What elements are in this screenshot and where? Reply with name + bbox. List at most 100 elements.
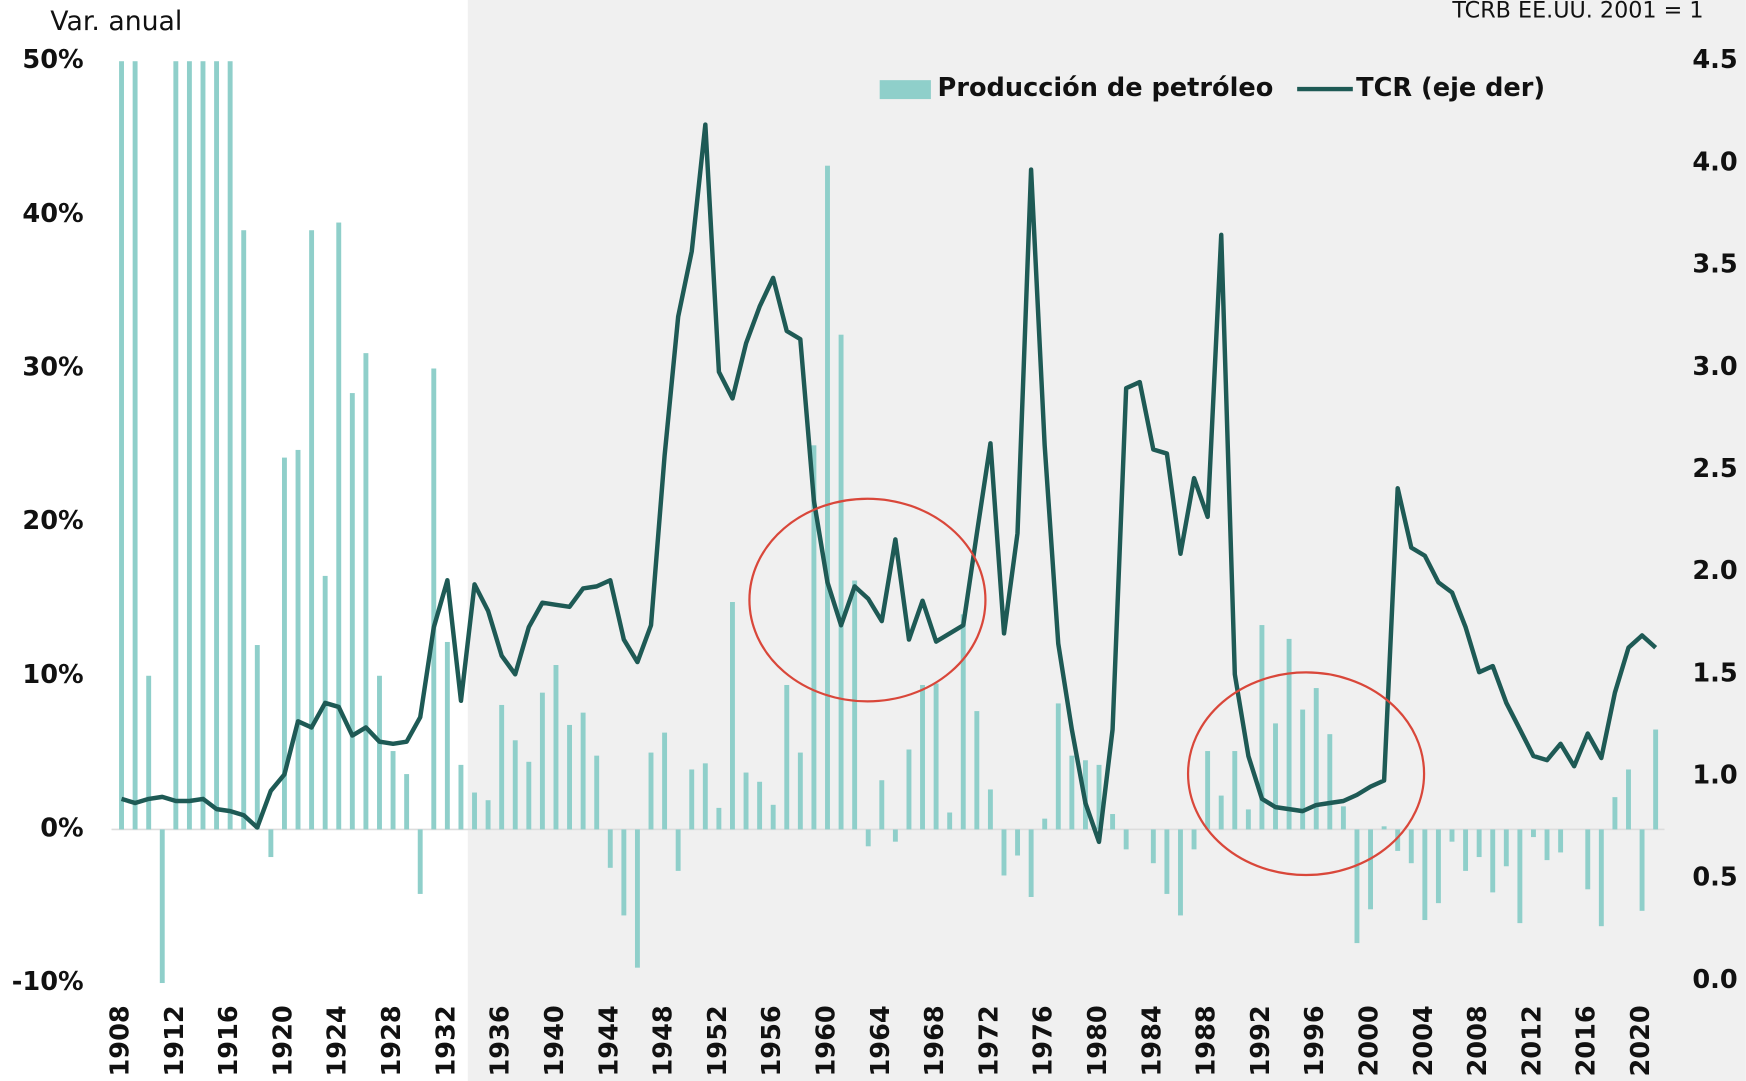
bar — [1395, 829, 1401, 851]
y-tick-label: 20% — [22, 506, 83, 536]
x-tick-label: 1936 — [486, 1005, 516, 1076]
y-tick-label: 50% — [22, 45, 83, 75]
bar — [132, 61, 138, 830]
bar — [1503, 829, 1509, 867]
y2-tick-label: 2.5 — [1692, 454, 1737, 484]
legend-swatch — [879, 80, 931, 100]
bar — [1585, 829, 1591, 890]
bar — [1055, 703, 1061, 830]
x-tick-label: 1916 — [214, 1005, 244, 1076]
bar — [241, 230, 247, 830]
bar — [906, 749, 912, 830]
bar — [227, 61, 233, 830]
bar — [1639, 829, 1645, 911]
x-tick-label: 1964 — [866, 1005, 896, 1076]
shaded-period — [467, 0, 1746, 1081]
x-tick-label: 1912 — [160, 1005, 190, 1076]
bar — [539, 692, 545, 830]
x-tick-label: 1956 — [757, 1005, 787, 1076]
bar — [1028, 829, 1034, 897]
highlight-circle — [748, 497, 987, 703]
bar — [268, 829, 274, 858]
x-tick-label: 1996 — [1300, 1005, 1330, 1076]
x-tick-label: 2008 — [1463, 1005, 1493, 1076]
bar — [947, 812, 953, 830]
bar — [499, 704, 505, 830]
y-tick-label: 10% — [22, 660, 83, 690]
bar — [1463, 829, 1469, 871]
highlight-circle — [1186, 671, 1426, 877]
bar — [1435, 829, 1441, 904]
bar — [892, 829, 898, 842]
bar — [1042, 818, 1048, 830]
bar — [472, 792, 477, 830]
y-tick-label: -10% — [12, 967, 84, 997]
bar — [1558, 829, 1564, 853]
bar — [417, 829, 423, 894]
y2-tick-label: 1.5 — [1692, 658, 1737, 688]
x-tick-label: 1972 — [974, 1005, 1004, 1076]
x-tick-label: 1980 — [1083, 1005, 1113, 1076]
bar — [1232, 751, 1238, 830]
axis-subtitle: TCRB EE.UU. 2001 = 1 — [1451, 0, 1703, 24]
line — [120, 122, 1658, 845]
bar — [1531, 829, 1536, 838]
x-tick-label: 1976 — [1029, 1005, 1059, 1076]
bar — [444, 641, 450, 830]
bar — [1449, 829, 1455, 842]
bar — [865, 829, 871, 847]
bar — [743, 772, 749, 830]
bar — [1354, 829, 1360, 944]
y2-tick-label: 1.0 — [1692, 760, 1737, 790]
x-tick-label: 1992 — [1246, 1005, 1276, 1076]
axis-title: Var. anual — [50, 6, 182, 37]
y-tick-label: 30% — [22, 352, 83, 382]
x-tick-label: 1920 — [268, 1005, 298, 1076]
bar — [1191, 829, 1197, 850]
bar — [662, 732, 668, 830]
bar — [119, 61, 124, 830]
bar — [607, 829, 613, 868]
bar — [770, 804, 776, 830]
x-tick-label: 1988 — [1192, 1005, 1222, 1076]
bar — [675, 829, 681, 871]
x-tick-label: 1952 — [703, 1005, 733, 1076]
bar — [431, 368, 437, 830]
x-tick-label: 1960 — [811, 1005, 841, 1076]
x-tick-label: 1944 — [594, 1005, 624, 1076]
y2-tick-label: 0.5 — [1692, 863, 1737, 893]
x-tick-label: 1940 — [540, 1005, 570, 1076]
y2-tick-label: 0.0 — [1692, 965, 1737, 995]
bar — [526, 761, 532, 830]
bar — [281, 457, 287, 830]
bar — [1069, 755, 1075, 830]
x-tick-label: 2004 — [1409, 1005, 1439, 1076]
bar — [1327, 734, 1333, 830]
bar — [879, 780, 885, 830]
bar — [567, 724, 572, 830]
bar — [757, 781, 763, 830]
bar — [811, 445, 817, 830]
bar — [621, 829, 627, 916]
bar — [1096, 764, 1102, 830]
y2-tick-label: 4.0 — [1692, 147, 1737, 177]
bar — [200, 61, 206, 830]
bar — [186, 61, 192, 830]
bar — [377, 675, 382, 830]
bar — [1123, 829, 1129, 850]
bar — [1259, 625, 1265, 830]
y2-tick-label: 3.5 — [1692, 250, 1737, 280]
bar — [295, 449, 301, 830]
x-tick-label: 1932 — [431, 1005, 461, 1076]
bar — [920, 684, 925, 830]
plot-area: -10% 0% 10% 20% 30% 40% 50% 0.0 0.5 1.0 1.5 2.0 2.5 3… — [12, 45, 1738, 1076]
bar — [512, 740, 518, 830]
bar — [702, 763, 708, 830]
x-tick-label: 1928 — [377, 1005, 407, 1076]
x-tick-label: 2020 — [1626, 1005, 1656, 1076]
bar — [974, 711, 980, 830]
x-tick-label: 1948 — [649, 1005, 679, 1076]
bar — [1273, 723, 1278, 830]
bar — [1408, 829, 1414, 864]
